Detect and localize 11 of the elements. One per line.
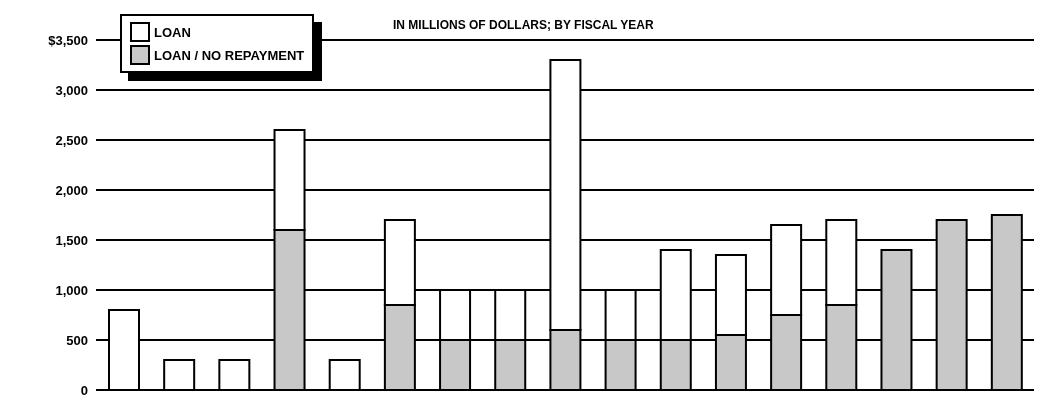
y-tick-label: 1,500 — [55, 232, 88, 248]
legend-label: LOAN — [154, 24, 191, 40]
chart-title: IN MILLIONS OF DOLLARS; BY FISCAL YEAR — [393, 18, 654, 32]
legend-label: LOAN / NO REPAYMENT — [154, 47, 305, 63]
y-tick-label: 500 — [66, 332, 88, 348]
y-tick-label: 3,000 — [55, 82, 88, 98]
y-tick-label: 2,000 — [55, 182, 88, 198]
y-tick-label: 0 — [80, 382, 88, 398]
y-tick-label: 1,000 — [55, 282, 88, 298]
y-tick-label: 2,500 — [55, 132, 88, 148]
y-tick-label: $3,500 — [48, 32, 88, 48]
